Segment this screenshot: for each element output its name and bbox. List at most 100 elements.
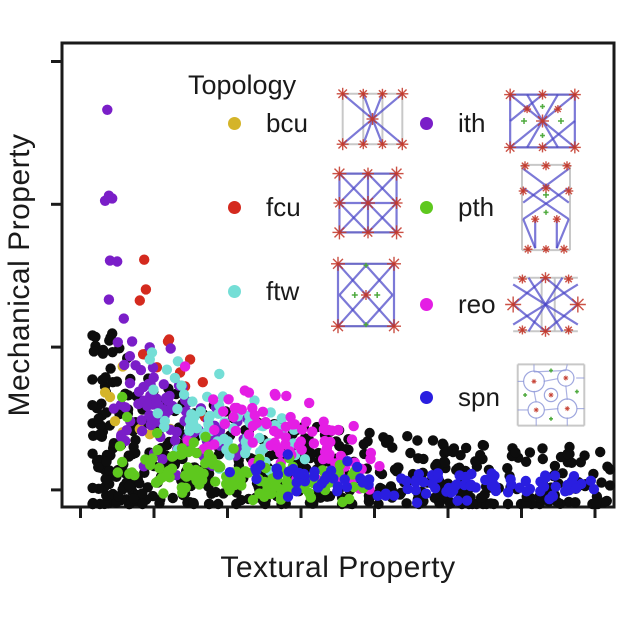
data-point-ftw xyxy=(189,411,200,422)
data-point-other xyxy=(167,492,178,504)
data-point-reo xyxy=(243,387,255,398)
data-point-spn xyxy=(298,468,310,480)
data-point-pth xyxy=(158,488,169,499)
legend-marker-ith xyxy=(420,116,433,130)
data-point-spn xyxy=(339,474,350,485)
data-point-spn xyxy=(535,486,546,497)
data-point-other xyxy=(88,346,100,357)
data-point-ftw xyxy=(187,396,198,407)
y-axis-label: Mechanical Property xyxy=(3,133,36,417)
data-point-pth xyxy=(145,459,156,471)
data-point-other xyxy=(104,465,115,476)
data-point-other xyxy=(99,498,110,510)
data-point-pth xyxy=(247,494,259,506)
data-point-bcu xyxy=(99,387,111,398)
data-point-other xyxy=(537,453,548,465)
legend-marker-fcu xyxy=(228,200,241,214)
data-point-spn xyxy=(521,486,532,497)
data-point-ftw xyxy=(172,356,184,367)
data-point-other xyxy=(402,431,413,442)
legend-item-reo: reo xyxy=(420,289,496,319)
data-point-ith xyxy=(112,256,123,267)
data-point-other xyxy=(123,480,135,492)
legend-marker-bcu xyxy=(228,116,241,130)
data-point-reo xyxy=(257,406,269,417)
data-point-spn xyxy=(308,471,320,482)
data-point-reo xyxy=(308,438,320,449)
data-point-reo xyxy=(229,402,240,414)
data-point-reo xyxy=(203,441,214,452)
data-point-ith xyxy=(147,362,159,373)
data-point-pth xyxy=(114,441,126,452)
data-point-reo xyxy=(296,424,308,435)
legend-title: Topology xyxy=(188,70,297,100)
data-point-reo xyxy=(269,388,280,400)
data-point-spn xyxy=(396,473,407,484)
data-point-spn xyxy=(487,472,499,483)
data-point-other xyxy=(87,482,98,494)
data-point-other xyxy=(405,447,416,459)
data-point-ith xyxy=(116,430,127,441)
data-point-other xyxy=(87,400,98,411)
data-point-pth xyxy=(305,492,317,503)
data-point-reo xyxy=(208,394,219,405)
data-point-other xyxy=(389,464,401,475)
data-point-pth xyxy=(117,456,128,468)
data-point-spn xyxy=(271,463,282,474)
data-point-other xyxy=(442,446,453,457)
data-point-ftw xyxy=(191,423,203,434)
data-point-ftw xyxy=(299,454,311,465)
data-point-other xyxy=(598,497,609,508)
data-point-spn xyxy=(342,456,353,467)
data-point-other xyxy=(596,477,607,488)
data-point-pth xyxy=(182,462,194,473)
data-point-spn xyxy=(291,486,302,497)
legend-item-fcu: fcu xyxy=(228,192,301,222)
data-point-ith xyxy=(107,193,118,204)
data-point-pth xyxy=(337,496,348,508)
data-point-reo xyxy=(323,453,335,464)
data-point-pth xyxy=(168,450,179,462)
data-point-ftw xyxy=(148,384,159,395)
data-point-reo xyxy=(261,418,272,430)
data-point-spn xyxy=(570,483,582,494)
data-point-other xyxy=(90,331,101,343)
data-point-ith xyxy=(136,415,147,426)
data-point-ith xyxy=(112,337,124,348)
data-point-fcu xyxy=(197,377,208,388)
data-point-ith xyxy=(138,381,149,393)
legend-label-pth: pth xyxy=(458,192,495,222)
data-point-pth xyxy=(188,437,199,448)
legend-marker-pth xyxy=(420,200,433,214)
data-point-spn xyxy=(470,482,481,493)
data-point-reo xyxy=(243,429,255,440)
data-point-reo xyxy=(304,397,315,409)
data-point-spn xyxy=(461,495,473,506)
data-point-other xyxy=(427,435,439,446)
data-point-fcu xyxy=(140,284,152,295)
data-point-spn xyxy=(544,493,555,505)
data-point-other xyxy=(105,363,116,374)
data-point-pth xyxy=(283,481,295,492)
data-point-ftw xyxy=(204,410,216,422)
data-point-other xyxy=(385,481,397,492)
data-point-ith xyxy=(108,403,120,414)
data-point-ftw xyxy=(222,436,233,447)
data-point-other xyxy=(502,463,513,474)
data-point-pth xyxy=(265,488,277,500)
data-point-spn xyxy=(372,490,383,501)
data-point-reo xyxy=(285,411,296,423)
data-point-pth xyxy=(210,476,221,487)
data-point-other xyxy=(100,372,111,383)
data-point-ftw xyxy=(176,380,187,391)
data-point-spn xyxy=(549,470,561,481)
net-thumbnail-ith xyxy=(504,88,581,154)
data-point-reo xyxy=(346,434,358,445)
data-point-pth xyxy=(177,487,188,498)
data-point-ftw xyxy=(265,407,276,418)
data-point-pth xyxy=(198,468,209,479)
data-point-pth xyxy=(161,469,172,481)
net-thumbnail-reo xyxy=(505,272,586,337)
data-point-ftw xyxy=(152,408,163,419)
data-point-pth xyxy=(129,470,140,481)
